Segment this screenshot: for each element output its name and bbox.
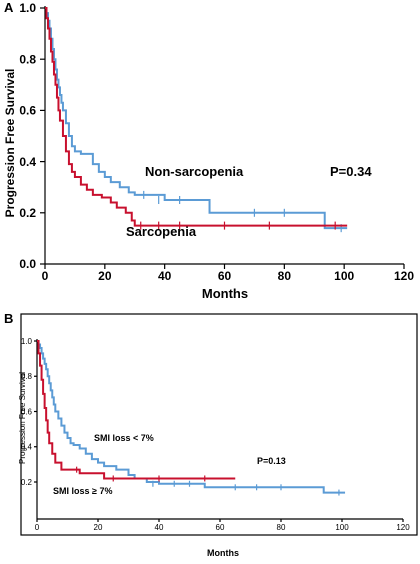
panel-b-curve-smi-loss-7 — [37, 340, 236, 480]
panel-b-plot: 0 20 40 60 80 100 120 0.2 0.4 0.6 0.8 1.0 — [21, 337, 410, 532]
panel-a-plot: 0 20 40 60 80 100 120 0.0 0.2 0.4 0.6 0.8 1.0 — [19, 1, 414, 283]
panel-a-curve-sarcopenia — [45, 7, 348, 227]
panel-a: A Progression Free Survival Months 0 20 40… — [3, 0, 414, 301]
panel-b-x-axis-title: Months — [207, 548, 239, 558]
panel-b-y-tick-label: 0.4 — [21, 443, 33, 452]
panel-b-annotation-smi-lt: SMI loss < 7% — [94, 433, 154, 443]
panel-b-x-tick-label: 60 — [216, 523, 225, 532]
panel-b-x-tick-label: 80 — [277, 523, 286, 532]
panel-a-y-axis-title: Progression Free Survival — [3, 69, 17, 218]
panel-a-label: A — [4, 0, 14, 15]
panel-a-y-tick-label: 0.0 — [19, 257, 36, 271]
panel-b-y-tick-label: 0.8 — [21, 372, 33, 381]
panel-b-y-axis-title-group: Progression Free Survival — [18, 372, 27, 464]
panel-b-x-tick-label: 100 — [335, 523, 349, 532]
panel-a-x-tick-label: 40 — [158, 269, 172, 283]
panel-a-x-tick-label: 100 — [334, 269, 354, 283]
panel-a-y-tick-label: 0.2 — [19, 206, 36, 220]
panel-b-y-tick-label: 1.0 — [21, 337, 33, 346]
panel-b-annotation-smi-ge: SMI loss ≥ 7% — [53, 486, 112, 496]
panel-a-x-tick-label: 0 — [42, 269, 49, 283]
panel-a-x-tick-label: 80 — [278, 269, 292, 283]
panel-b-y-axis-title: Progression Free Survival — [18, 372, 27, 464]
panel-b-p-value: P=0.13 — [257, 456, 286, 466]
panel-b-x-tick-label: 40 — [155, 523, 164, 532]
panel-a-x-axis-title: Months — [202, 286, 248, 301]
panel-b-frame — [20, 313, 418, 536]
panel-a-y-tick-label: 0.8 — [19, 52, 36, 66]
panel-b-y-tick-label: 0.2 — [21, 478, 33, 487]
panel-b-x-tick-label: 120 — [396, 523, 410, 532]
panel-b: B Progression Free Survival Months 0 20 40… — [4, 311, 418, 558]
panel-a-curve-non-sarcopenia — [45, 7, 348, 230]
panel-b-y-tick-label: 0.6 — [21, 407, 33, 416]
panel-a-x-tick-label: 120 — [394, 269, 414, 283]
panel-a-annotation-nonsarcopenia: Non-sarcopenia — [145, 164, 244, 179]
panel-b-label: B — [4, 311, 13, 326]
panel-a-y-tick-label: 0.4 — [19, 155, 36, 169]
panel-a-y-tick-label: 0.6 — [19, 104, 36, 118]
panel-a-y-tick-label: 1.0 — [19, 1, 36, 15]
panel-b-x-tick-label: 20 — [94, 523, 103, 532]
panel-a-y-axis-title-group: Progression Free Survival — [3, 69, 17, 218]
panel-b-x-tick-label: 0 — [35, 523, 40, 532]
panel-b-curve-smi-loss-7 — [37, 340, 346, 494]
panel-a-annotation-sarcopenia: Sarcopenia — [126, 224, 197, 239]
panel-a-x-tick-label: 60 — [218, 269, 232, 283]
panel-a-x-tick-label: 20 — [98, 269, 112, 283]
panel-a-p-value: P=0.34 — [330, 164, 372, 179]
